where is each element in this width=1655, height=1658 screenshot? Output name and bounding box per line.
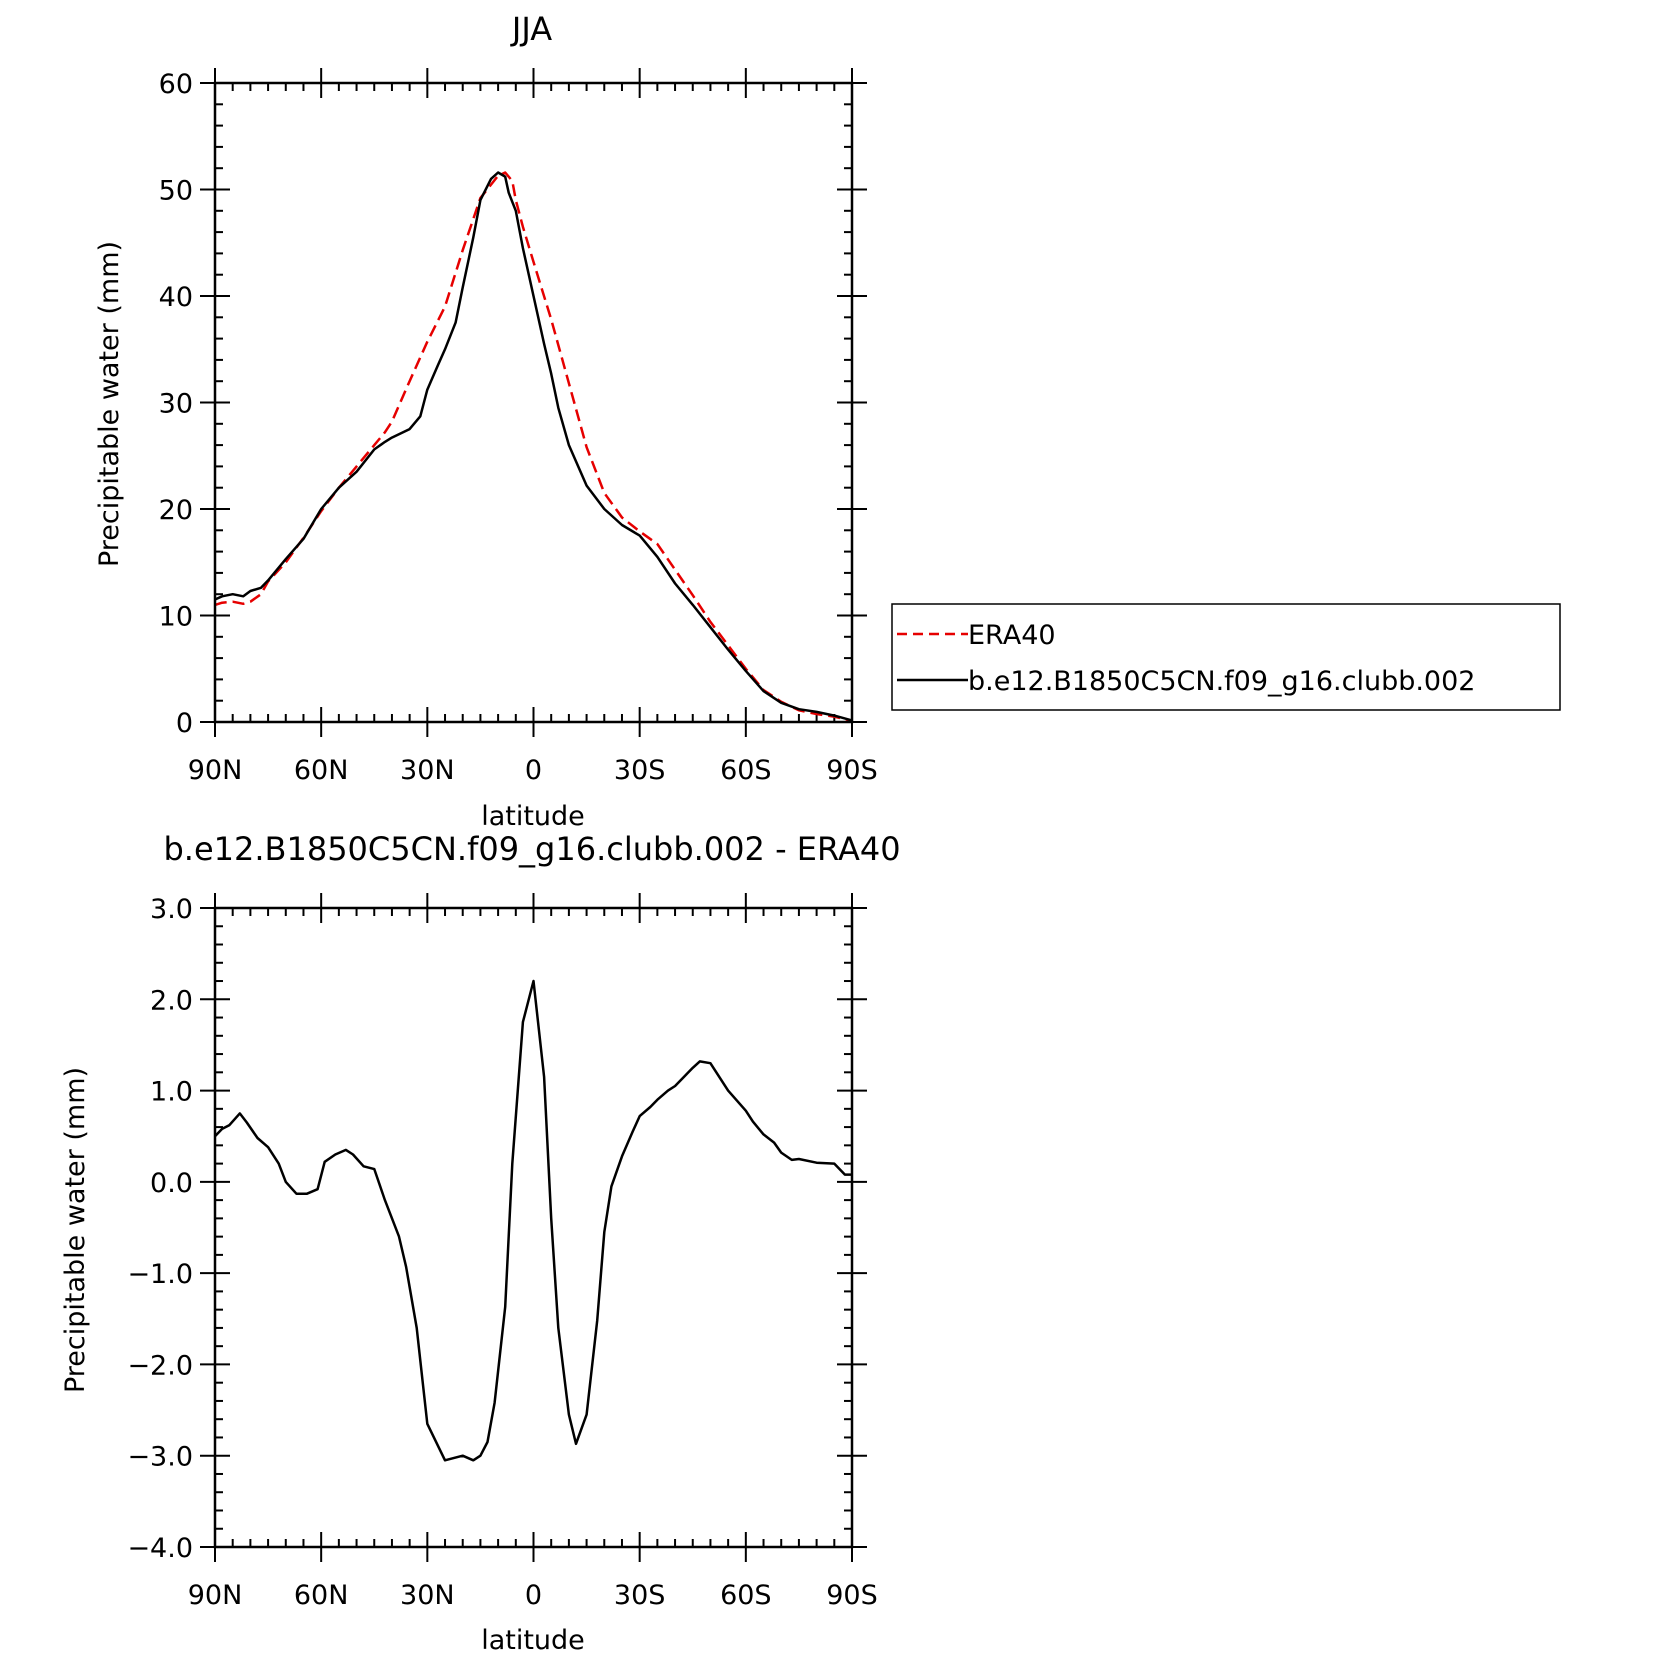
y-tick-label: −2.0 — [127, 1350, 193, 1381]
y-tick-label: −1.0 — [127, 1259, 193, 1290]
tick-labels: 90N 60N 30N 0 30S 60S 90S 0 10 20 30 40 50 60 — [159, 69, 878, 786]
legend-box — [891, 603, 1561, 711]
y-tick-label: 0 — [176, 708, 193, 739]
x-tick-label: 30N — [400, 1580, 455, 1611]
plot-series — [214, 171, 853, 723]
tick-labels: 90N 60N 30N 0 30S 60S 90S 3.0 2.0 1.0 0.0 −1.0 −2.0 −… — [127, 894, 877, 1611]
plot-frame — [213, 81, 854, 724]
x-tick-label: 90S — [826, 755, 878, 786]
series-line-difference — [214, 979, 852, 1462]
x-axis-label: latitude — [481, 1625, 585, 1656]
y-tick-label: 2.0 — [150, 985, 193, 1016]
y-tick-label: 30 — [159, 389, 193, 420]
chart-title: b.e12.B1850C5CN.f09_g16.clubb.002 - ERA4… — [163, 830, 900, 868]
x-axis-label: latitude — [481, 801, 585, 832]
y-tick-label: 50 — [159, 176, 193, 207]
x-tick-label: 0 — [525, 755, 542, 786]
x-tick-label: 30N — [400, 755, 455, 786]
axis-ticks — [200, 68, 867, 737]
y-axis-label: Precipitable water (mm) — [94, 241, 125, 567]
series-line-era40 — [214, 171, 853, 723]
legend: ERA40 b.e12.B1850C5CN.f09_g16.clubb.002 — [891, 603, 1561, 711]
x-tick-label: 90N — [188, 755, 243, 786]
panel-difference: b.e12.B1850C5CN.f09_g16.clubb.002 - ERA4… — [60, 830, 901, 1656]
y-tick-label: 1.0 — [150, 1077, 193, 1108]
series-line-model — [214, 171, 853, 722]
chart-title: JJA — [510, 10, 552, 48]
legend-label-era40: ERA40 — [968, 620, 1056, 651]
y-tick-label: −3.0 — [127, 1442, 193, 1473]
x-tick-label: 60N — [294, 755, 349, 786]
y-axis-label: Precipitable water (mm) — [60, 1067, 91, 1393]
y-tick-label: 0.0 — [150, 1168, 193, 1199]
legend-label-model: b.e12.B1850C5CN.f09_g16.clubb.002 — [968, 666, 1475, 697]
x-tick-label: 0 — [525, 1580, 542, 1611]
plot-series — [214, 979, 852, 1462]
x-tick-label: 30S — [614, 755, 666, 786]
x-tick-label: 90S — [826, 1580, 878, 1611]
x-tick-label: 30S — [614, 1580, 666, 1611]
y-tick-label: −4.0 — [127, 1533, 193, 1564]
y-tick-label: 3.0 — [150, 894, 193, 925]
y-tick-label: 10 — [159, 602, 193, 633]
x-tick-label: 60S — [720, 755, 772, 786]
y-tick-label: 20 — [159, 495, 193, 526]
plot-frame — [213, 906, 854, 1549]
x-tick-label: 60N — [294, 1580, 349, 1611]
panel-jja: JJA Precipitable water (mm) latitude 90N… — [94, 10, 878, 832]
y-tick-label: 60 — [159, 69, 193, 100]
axis-ticks — [200, 893, 867, 1562]
y-tick-label: 40 — [159, 282, 193, 313]
x-tick-label: 90N — [188, 1580, 243, 1611]
x-tick-label: 60S — [720, 1580, 772, 1611]
